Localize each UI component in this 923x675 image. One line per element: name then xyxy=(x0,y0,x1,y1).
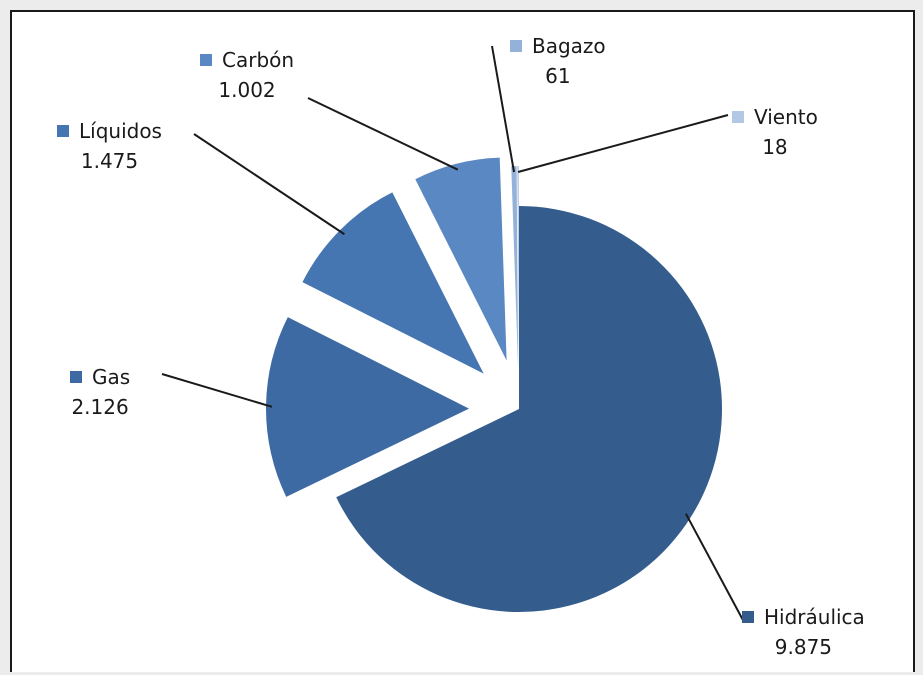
legend-swatch xyxy=(70,371,82,383)
data-label-value: 1.002 xyxy=(218,78,276,102)
leader-line xyxy=(517,114,729,173)
data-label-value: 9.875 xyxy=(774,635,833,659)
data-label-name: Bagazo xyxy=(532,34,606,58)
legend-swatch xyxy=(510,40,522,52)
data-label: Hidráulica 9.875 xyxy=(742,602,865,662)
legend-swatch xyxy=(57,125,69,137)
data-label: Viento 18 xyxy=(732,102,818,162)
legend-swatch xyxy=(742,611,754,623)
leader-line xyxy=(307,97,459,171)
pie-slice-carbon xyxy=(415,157,507,361)
leader-line xyxy=(491,45,516,173)
pie-slice-viento xyxy=(517,166,519,370)
data-label: Carbón 1.002 xyxy=(200,45,294,105)
leader-line xyxy=(161,373,273,408)
pie-slice-liquidos xyxy=(302,192,484,374)
pie-slice-gas xyxy=(266,317,470,497)
pie-chart xyxy=(161,45,745,623)
data-label-name: Gas xyxy=(92,365,131,389)
pie-slice-bagazo xyxy=(511,166,519,370)
data-label-name: Viento xyxy=(754,105,818,129)
data-label-value: 1.475 xyxy=(80,149,139,173)
leader-line xyxy=(684,513,745,623)
data-label-name: Hidráulica xyxy=(764,605,865,629)
data-label-value: 2.126 xyxy=(71,395,129,419)
data-label-value: 18 xyxy=(762,135,788,159)
legend-swatch xyxy=(200,54,212,66)
data-label-name: Líquidos xyxy=(79,119,162,143)
legend-swatch xyxy=(732,111,744,123)
data-label-name: Carbón xyxy=(222,48,295,72)
leader-line xyxy=(193,133,345,236)
data-label: Gas 2.126 xyxy=(70,362,130,422)
data-label: Líquidos 1.475 xyxy=(57,116,162,176)
data-label: Bagazo 61 xyxy=(510,31,606,91)
chart-frame: Hidráulica 9.875 Gas 2.126 Líquidos 1.475 Carb… xyxy=(10,10,915,672)
pie-slice-hidraulica xyxy=(336,206,722,612)
data-label-value: 61 xyxy=(545,64,571,88)
